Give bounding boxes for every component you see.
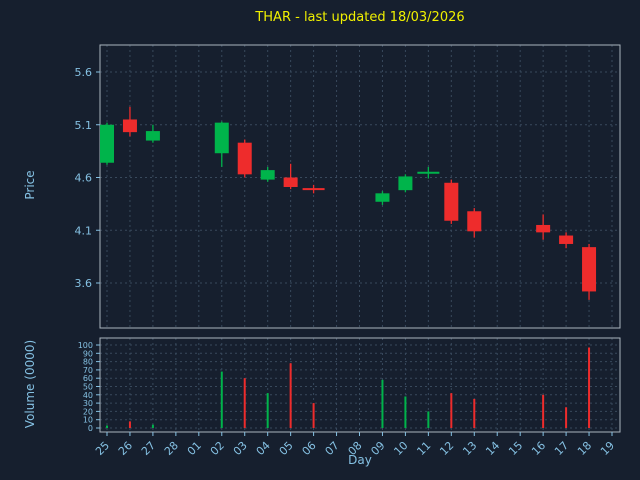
svg-text:4.6: 4.6 bbox=[75, 172, 93, 185]
candle-body bbox=[283, 177, 298, 187]
candle-body bbox=[260, 170, 275, 180]
candle-body bbox=[214, 122, 229, 154]
svg-text:60: 60 bbox=[83, 374, 93, 383]
candle-doji bbox=[417, 171, 440, 174]
chart-title: THAR - last updated 18/03/2026 bbox=[255, 10, 465, 25]
svg-text:0: 0 bbox=[88, 424, 93, 433]
candle-doji bbox=[302, 188, 325, 191]
x-axis-label: Day bbox=[348, 453, 372, 467]
price-axis-label: Price bbox=[23, 170, 37, 200]
svg-text:10: 10 bbox=[83, 416, 93, 425]
candle-body bbox=[100, 124, 114, 163]
svg-text:70: 70 bbox=[83, 366, 93, 375]
candle-body bbox=[444, 182, 459, 221]
svg-text:90: 90 bbox=[83, 349, 93, 358]
candles bbox=[100, 106, 597, 300]
svg-text:80: 80 bbox=[83, 358, 93, 367]
grid-lines bbox=[100, 45, 620, 432]
candle-body bbox=[536, 224, 551, 233]
svg-text:30: 30 bbox=[83, 399, 93, 408]
price-panel-border bbox=[99, 44, 621, 329]
price-tick-labels: 5.6 5.1 4.6 4.1 3.6 bbox=[75, 66, 100, 290]
svg-text:5.1: 5.1 bbox=[75, 119, 93, 132]
candle-body bbox=[467, 211, 482, 232]
volume-bars bbox=[106, 347, 591, 428]
volume-axis-label: Volume (0000) bbox=[23, 339, 37, 429]
candle-body bbox=[145, 131, 160, 141]
candle-body bbox=[375, 193, 390, 202]
svg-text:50: 50 bbox=[83, 383, 93, 392]
svg-text:100: 100 bbox=[78, 341, 93, 350]
candle-body bbox=[398, 176, 413, 191]
svg-text:5.6: 5.6 bbox=[75, 66, 93, 79]
svg-text:20: 20 bbox=[83, 407, 93, 416]
candle-body bbox=[122, 119, 137, 133]
svg-text:4.1: 4.1 bbox=[75, 224, 93, 237]
candle-body bbox=[559, 235, 574, 244]
svg-text:3.6: 3.6 bbox=[75, 277, 93, 290]
candle-body bbox=[582, 247, 597, 292]
candle-body bbox=[237, 142, 252, 175]
svg-text:40: 40 bbox=[83, 391, 93, 400]
